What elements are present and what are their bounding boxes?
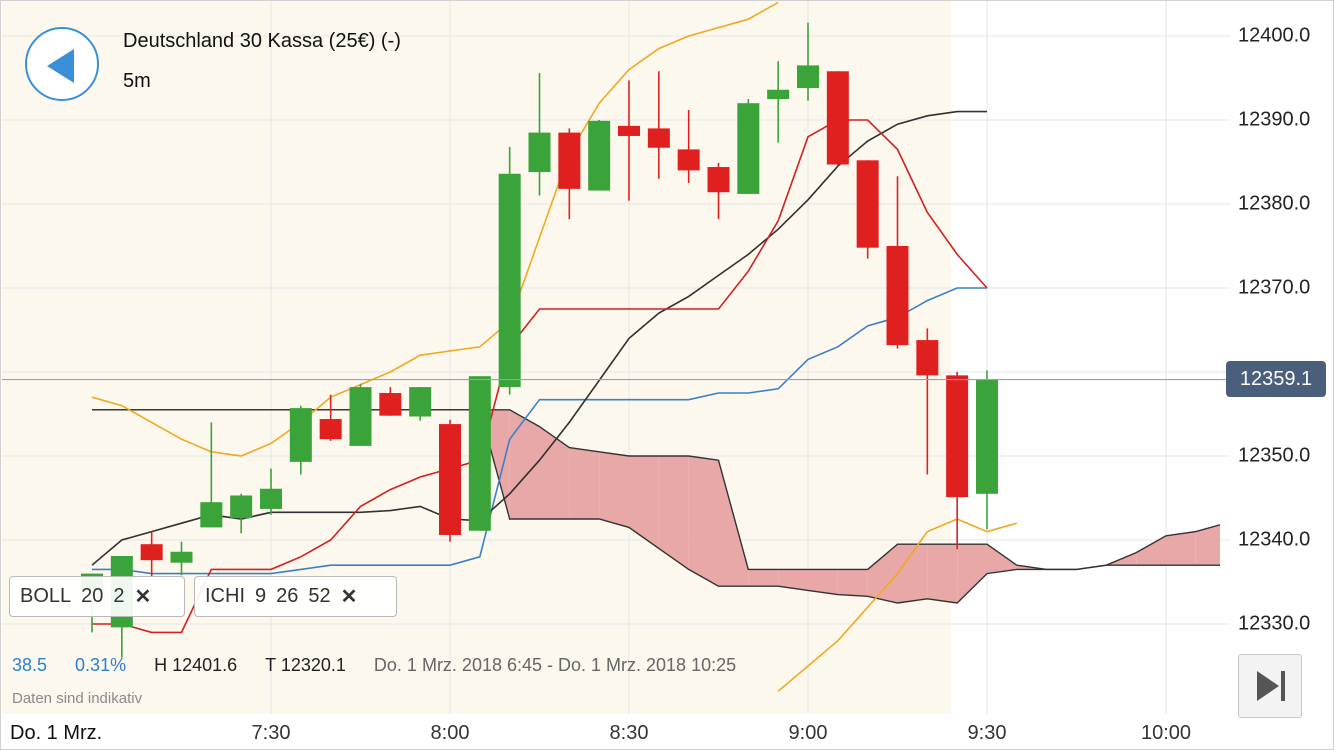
- candle-body: [797, 65, 819, 89]
- kumo-cloud: [748, 569, 779, 587]
- indicator-param: 9: [255, 585, 267, 607]
- kumo-cloud: [987, 544, 1017, 574]
- candle-body: [618, 125, 640, 136]
- skip-end-icon: [1257, 671, 1285, 701]
- period-label: 5m: [123, 70, 151, 92]
- kumo-cloud: [808, 569, 838, 595]
- candle-body: [170, 551, 193, 563]
- candle-body: [707, 167, 730, 193]
- candle-body: [498, 173, 521, 388]
- candle-body: [916, 340, 939, 376]
- candle-body: [379, 393, 402, 416]
- candle-body: [230, 495, 253, 519]
- x-tick-label: 7:30: [251, 722, 291, 744]
- kumo-cloud: [867, 544, 898, 603]
- kumo-cloud: [837, 569, 868, 597]
- kumo-cloud: [599, 451, 629, 528]
- stats-bar: 38.5 0.31% H 12401.6 T 12320.1 Do. 1 Mrz…: [0, 651, 764, 679]
- instrument-title: Deutschland 30 Kassa (25€) (-): [123, 30, 401, 52]
- kumo-cloud: [957, 544, 987, 603]
- date-range: Do. 1 Mrz. 2018 6:45 - Do. 1 Mrz. 2018 1…: [373, 654, 737, 675]
- y-tick-label: 12340.0: [1238, 528, 1311, 551]
- kumo-cloud: [658, 456, 689, 570]
- candle-body: [856, 160, 879, 248]
- position-value: 38.5: [12, 654, 48, 675]
- close-icon[interactable]: ✕: [340, 586, 358, 608]
- back-button[interactable]: [25, 27, 99, 101]
- low-value: T 12320.1: [265, 654, 346, 675]
- indicator-param: 52: [308, 585, 331, 607]
- x-tick-label: 9:30: [967, 722, 1007, 744]
- indicator-param: 2: [113, 585, 125, 607]
- close-icon[interactable]: ✕: [134, 586, 152, 608]
- y-tick-label: 12370.0: [1238, 276, 1311, 299]
- y-tick-label: 12350.0: [1238, 444, 1311, 467]
- boll-upper-line: [508, 1, 779, 322]
- y-tick-label: 12380.0: [1238, 192, 1311, 215]
- arrow-left-icon: [47, 49, 74, 83]
- candle-body: [647, 128, 670, 148]
- candle-body: [409, 387, 432, 417]
- candle-body: [558, 132, 581, 189]
- candle-body: [260, 488, 282, 509]
- kumo-cloud: [1136, 535, 1166, 566]
- candle-body: [439, 424, 461, 535]
- candle-body: [976, 379, 998, 494]
- kumo-cloud: [718, 460, 749, 587]
- y-tick-label: 12400.0: [1238, 24, 1311, 47]
- kumo-cloud: [778, 569, 808, 591]
- candle-body: [468, 376, 491, 531]
- x-tick-label: 9:00: [788, 722, 828, 744]
- candle-body: [886, 246, 909, 346]
- candle-body: [677, 149, 700, 171]
- candle-body: [588, 120, 611, 191]
- kumo-cloud: [629, 456, 659, 549]
- indicator-name: BOLL: [20, 585, 72, 607]
- jump-to-end-button[interactable]: [1238, 654, 1302, 718]
- x-tick-label: 8:30: [609, 722, 649, 744]
- candle-body: [319, 419, 342, 440]
- kumo-cloud: [569, 447, 600, 519]
- y-tick-label: 12390.0: [1238, 108, 1311, 131]
- change-percent: 0.31%: [75, 654, 127, 675]
- candle-body: [767, 89, 790, 99]
- indicative-note: Daten sind indikativ: [12, 690, 143, 707]
- ichi-kijun-line: [92, 287, 987, 575]
- x-tick-label: 8:00: [430, 722, 470, 744]
- candle-body: [349, 387, 372, 446]
- kumo-cloud: [688, 456, 719, 587]
- x-tick-label: 10:00: [1140, 722, 1192, 744]
- kumo-cloud: [927, 544, 958, 603]
- candle-body: [528, 132, 551, 173]
- high-value: H 12401.6: [154, 654, 238, 675]
- kumo-cloud: [1195, 524, 1220, 566]
- indicator-chip-boll[interactable]: BOLL 20 2 ✕: [9, 576, 185, 617]
- x-date-label: Do. 1 Mrz.: [10, 722, 103, 744]
- candle-body: [946, 375, 969, 498]
- candle-body: [289, 408, 312, 462]
- kumo-cloud: [509, 409, 540, 519]
- candle-body: [140, 544, 163, 561]
- y-tick-label: 12330.0: [1238, 612, 1311, 635]
- indicator-param: 20: [81, 585, 104, 607]
- indicator-param: 26: [276, 585, 299, 607]
- indicator-chip-ichi[interactable]: ICHI 9 26 52 ✕: [194, 576, 397, 617]
- kumo-cloud: [897, 544, 928, 603]
- plot-area: [81, 1, 1220, 692]
- candle-body: [200, 502, 223, 528]
- current-price-tag: 12359.1: [1226, 361, 1326, 397]
- candle-body: [737, 103, 760, 194]
- indicator-name: ICHI: [205, 585, 245, 607]
- kumo-cloud: [1166, 531, 1196, 566]
- boll-lower-line: [777, 518, 1018, 692]
- candle-body: [826, 71, 849, 165]
